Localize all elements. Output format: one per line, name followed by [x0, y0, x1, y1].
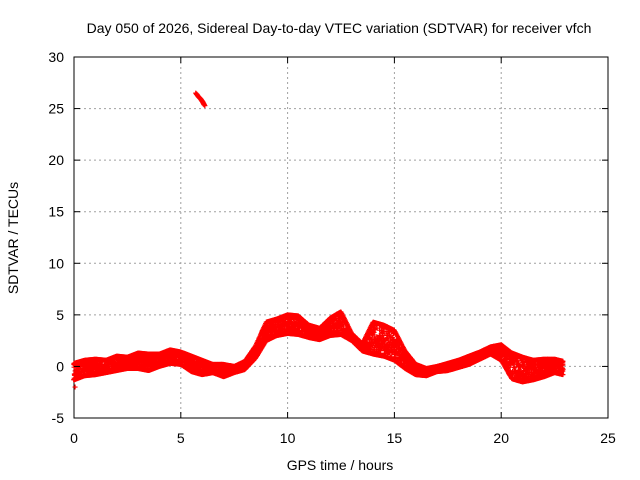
- plot-frame: [73, 56, 609, 419]
- data-points: [71, 90, 566, 390]
